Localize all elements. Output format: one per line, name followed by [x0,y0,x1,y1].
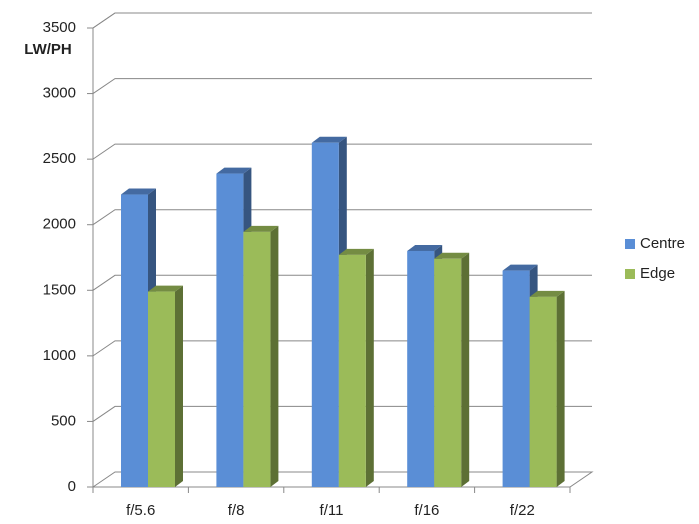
bar [434,252,470,487]
left-wall-edge [92,12,116,487]
x-tick-label: f/16 [414,502,439,519]
x-tick-label: f/5.6 [126,502,155,519]
bar-front [243,231,271,487]
y-tick-label: 3000 [43,85,76,102]
bar-top [148,285,183,292]
bar [148,285,183,487]
bar-front [338,254,366,487]
bar-top [407,244,443,251]
bar-top [529,290,565,297]
bar [338,248,374,487]
grid-line [92,12,592,29]
grid-line [92,78,592,94]
y-tick-label: 1500 [43,281,76,298]
y-tick-label: 2000 [43,216,76,233]
bar [121,188,156,487]
grid-line [92,143,592,160]
bar [529,290,565,487]
bar-front [216,173,244,487]
y-tick-label: 500 [51,412,76,429]
bar-front [407,250,435,487]
bar-front [311,142,339,487]
grid-line [92,209,592,226]
bar-top [338,248,374,255]
y-axis-label: LW/PH [24,41,72,58]
x-tick-label: f/22 [510,502,535,519]
bar-front [121,194,148,487]
bar-top [243,225,279,232]
bar-top [502,264,538,271]
bar-top [216,167,252,174]
bar-front [148,291,175,487]
legend-swatch [625,239,635,249]
y-tick-label: 0 [68,478,76,495]
legend-label: Centre [640,235,685,252]
bar-top [121,188,156,195]
bar-side [270,225,279,488]
bar-side [461,252,470,487]
y-tick-label: 1000 [43,347,76,364]
bar-top [311,136,347,143]
x-tick-label: f/11 [320,502,344,519]
bar-front [434,258,462,487]
bar [243,225,279,488]
bar-front [502,270,530,487]
legend-swatch [625,269,635,279]
y-tick-label: 3500 [43,19,76,36]
y-tick-label: 2500 [43,150,76,167]
bar-side [556,290,565,487]
x-tick-label: f/8 [228,502,245,519]
bar-side [175,285,183,487]
bar-side [365,248,374,487]
legend-label: Edge [640,265,675,282]
bar-front [529,296,557,487]
bar-top [434,252,470,259]
